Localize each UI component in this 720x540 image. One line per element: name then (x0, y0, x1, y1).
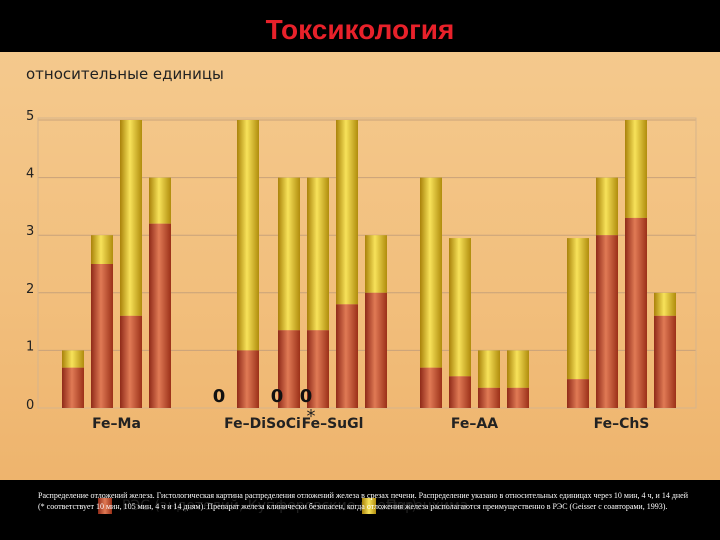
bar-res (420, 367, 442, 408)
legend-label-res: РЭС (эндотелий, Купферовские клетки) (122, 498, 417, 514)
y-tick-label: 2 (26, 282, 34, 297)
y-tick-label: 4 (26, 167, 34, 182)
bar-parenchyma (567, 238, 589, 380)
bar-res (307, 330, 329, 408)
y-tick-label: 0 (26, 398, 34, 413)
footer-caption: Распределение отложений железа. Гистолог… (38, 491, 689, 511)
bar-parenchyma (336, 120, 358, 305)
zero-value-label: 0 (271, 386, 284, 407)
chart-panel: относительные единицы 0 1 2 3 4 5 Fe–Ma 0 0 0 Fe–D… (0, 52, 720, 514)
x-category-label: Fe–AA (451, 416, 498, 432)
bar-parenchyma (625, 120, 647, 218)
bar-parenchyma (449, 238, 471, 377)
x-category-label: Fe–Ma (92, 416, 141, 432)
bar-parenchyma (120, 120, 142, 316)
bar-res (449, 376, 471, 408)
bar-parenchyma (596, 177, 618, 236)
legend-swatch-parenchyma (362, 498, 376, 514)
footnote-marker: * (307, 406, 316, 427)
zero-value-label: 0 (300, 386, 313, 407)
bar-parenchyma (365, 235, 387, 293)
bar-res (149, 223, 171, 408)
bar-parenchyma (237, 120, 259, 351)
slide-title: Токсикология (265, 14, 455, 45)
x-category-label: Fe–DiSoCi (224, 416, 301, 432)
y-axis-label: относительные единицы (26, 65, 224, 83)
legend-swatch-res (98, 498, 112, 514)
bar-parenchyma (507, 350, 529, 388)
bar-res (278, 330, 300, 408)
legend-label-parenchyma: Паренхима (386, 498, 469, 514)
y-tick-label: 3 (26, 224, 34, 239)
bar-parenchyma (478, 350, 500, 388)
bar-res (91, 264, 113, 408)
legend-item-parenchyma: Паренхима (362, 498, 468, 514)
bar-res (507, 387, 529, 408)
bar-parenchyma (278, 177, 300, 331)
bar-res (237, 350, 259, 408)
bar-res (596, 235, 618, 408)
y-tick-label: 5 (26, 109, 34, 124)
bar-parenchyma (62, 350, 84, 368)
bar-res (336, 304, 358, 408)
zero-value-label: 0 (213, 386, 226, 407)
bar-res (625, 217, 647, 408)
bar-parenchyma (420, 177, 442, 368)
bar-parenchyma (654, 292, 676, 316)
bar-res (365, 292, 387, 408)
bar-res (654, 315, 676, 408)
x-category-label: Fe–ChS (594, 416, 650, 432)
x-category-label: Fe–SuGl (302, 416, 364, 432)
bar-res (567, 379, 589, 408)
y-tick-label: 1 (26, 339, 34, 354)
bar-parenchyma (149, 177, 171, 224)
bar-res (478, 387, 500, 408)
legend-item-res: РЭС (эндотелий, Купферовские клетки) (98, 498, 417, 514)
bar-res (120, 315, 142, 408)
bar-parenchyma (91, 235, 113, 264)
bar-res (62, 367, 84, 408)
bar-parenchyma (307, 177, 329, 331)
legend: РЭС (эндотелий, Купферовские клетки) Пар… (0, 498, 720, 518)
